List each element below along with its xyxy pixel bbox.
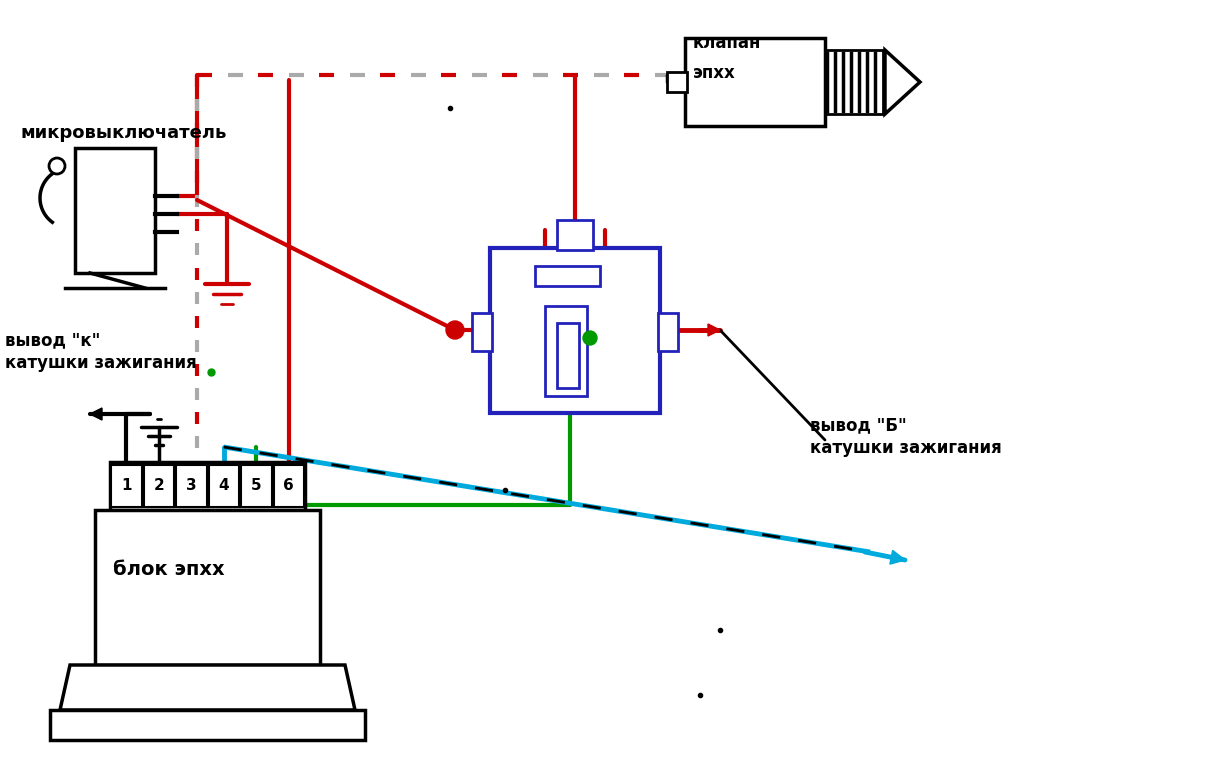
Bar <box>658 313 678 351</box>
Bar <box>490 248 660 413</box>
Text: клапан: клапан <box>693 34 762 52</box>
Text: вывод "Б": вывод "Б" <box>810 416 906 434</box>
Text: катушки зажигания: катушки зажигания <box>5 354 197 372</box>
Bar <box>686 38 826 126</box>
Bar <box>241 465 272 507</box>
Bar <box>556 323 579 388</box>
Bar <box>95 510 320 665</box>
Polygon shape <box>91 408 103 420</box>
Bar <box>209 465 239 507</box>
Text: 5: 5 <box>251 479 262 493</box>
Bar <box>176 465 206 507</box>
Polygon shape <box>709 324 721 336</box>
Text: 6: 6 <box>284 479 295 493</box>
Polygon shape <box>890 550 905 564</box>
Bar <box>49 710 365 740</box>
Bar <box>274 465 304 507</box>
Bar <box>826 50 884 114</box>
Text: 4: 4 <box>218 479 229 493</box>
Bar <box>556 220 593 250</box>
Bar <box>75 148 154 273</box>
Bar <box>667 72 687 92</box>
Text: микровыключатель: микровыключатель <box>21 124 227 142</box>
Circle shape <box>49 158 65 174</box>
Bar <box>472 313 492 351</box>
Bar <box>546 306 587 396</box>
Bar <box>110 462 305 510</box>
Text: эпхх: эпхх <box>693 64 736 82</box>
Text: вывод "к": вывод "к" <box>5 331 100 349</box>
Text: катушки зажигания: катушки зажигания <box>810 439 1002 457</box>
Polygon shape <box>885 50 920 114</box>
Circle shape <box>583 331 597 345</box>
Bar <box>535 266 600 286</box>
Circle shape <box>447 321 463 339</box>
Text: 1: 1 <box>121 479 132 493</box>
Text: блок эпхх: блок эпхх <box>113 560 225 579</box>
Text: 2: 2 <box>153 479 164 493</box>
Bar <box>111 465 141 507</box>
Polygon shape <box>60 665 355 710</box>
Text: 3: 3 <box>186 479 197 493</box>
Bar <box>144 465 174 507</box>
